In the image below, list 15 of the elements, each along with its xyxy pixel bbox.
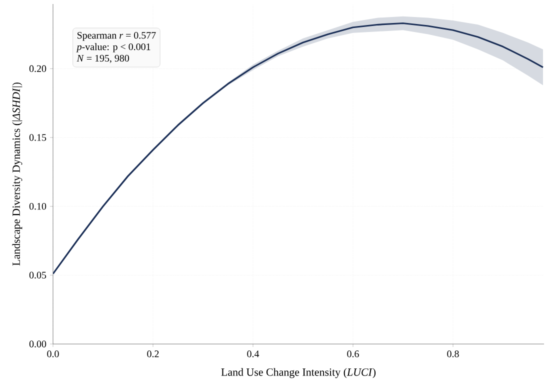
y-tick-label: 0.05 — [29, 272, 46, 279]
x-tick-label: 0.4 — [247, 350, 260, 358]
x-tick-label: 0.8 — [447, 350, 459, 358]
y-axis-title: Landscape Diversity Dynamics (|ΔSHDI|) — [12, 82, 22, 266]
x-tick-label: 0.2 — [147, 350, 159, 358]
y-tick-label: 0.15 — [29, 134, 46, 141]
y-tick-label: 0.00 — [29, 340, 46, 348]
annotation: p-value: p < 0.001 — [76, 43, 150, 52]
y-tick-label: 0.20 — [29, 65, 46, 72]
y-tick-label: 0.10 — [29, 202, 46, 210]
annotation: Spearman r = 0.577 — [77, 32, 156, 41]
x-tick-label: 0.0 — [47, 350, 59, 358]
x-axis-title: Land Use Change Intensity (LUCI) — [221, 368, 376, 378]
x-tick-label: 0.6 — [347, 350, 359, 358]
annotation: N = 195, 980 — [76, 54, 130, 64]
